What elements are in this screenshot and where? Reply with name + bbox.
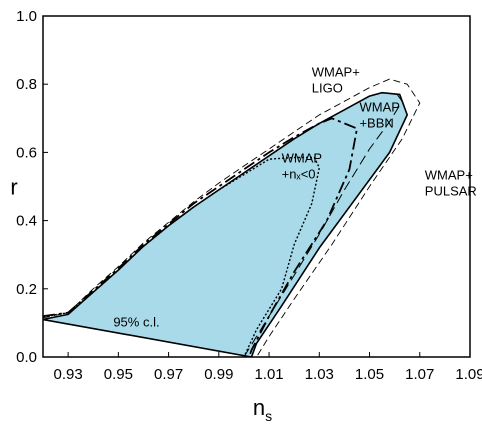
annotation-line: LIGO [312, 81, 343, 96]
annotation-line: WMAP+ [425, 168, 473, 183]
plot-frame [42, 15, 471, 358]
x-tick-label: 1.01 [254, 366, 283, 383]
x-tick-label: 0.93 [54, 366, 83, 383]
annotation-line: 95% c.l. [113, 314, 159, 329]
annotation-line: WMAP [359, 99, 399, 114]
data-layer [43, 78, 421, 357]
y-axis-title: r [10, 175, 17, 200]
annotation-line: WMAP+ [312, 65, 360, 80]
annotation-1: WMAP +BBN [359, 99, 399, 130]
annotation-2: WMAP +nₓ<0 [282, 151, 322, 182]
annotation-4: 95% c.l. [113, 314, 159, 329]
x-tick-label: 1.09 [455, 366, 482, 383]
series-curve-2 [43, 117, 358, 357]
x-axis-title-main: n [253, 395, 265, 420]
x-tick-label: 0.97 [154, 366, 183, 383]
annotation-0: WMAP+ LIGO [312, 65, 360, 96]
series-curve-1 [43, 78, 421, 357]
tick-layer: 0.93 0.95 0.97 0.99 1.01 1.03 1.05 1.07 1.09 0.0 0… [16, 8, 482, 383]
y-tick-label: 0.2 [16, 281, 37, 298]
y-tick-label: 0.4 [16, 213, 37, 230]
x-tick-label: 0.99 [204, 366, 233, 383]
x-axis-title-subscript: s [265, 408, 272, 424]
series-curve-3 [43, 156, 320, 357]
annotation-line: +nₓ<0 [282, 167, 316, 182]
x-tick-label: 1.07 [405, 366, 434, 383]
y-tick-label: 0.0 [16, 349, 37, 366]
x-tick-label: 0.95 [104, 366, 133, 383]
annotation-line: +BBN [359, 115, 393, 130]
annotation-3: WMAP+ PULSAR [425, 168, 477, 199]
x-axis-title: ns [253, 395, 272, 424]
x-tick-label: 1.03 [305, 366, 334, 383]
series-curve-4 [243, 90, 403, 357]
x-tick-label: 1.05 [355, 366, 384, 383]
y-tick-label: 0.8 [16, 76, 37, 93]
annotation-line: WMAP [282, 151, 322, 166]
y-tick-label: 1.0 [16, 8, 37, 25]
y-tick-label: 0.6 [16, 144, 37, 161]
annotation-line: PULSAR [425, 184, 477, 199]
